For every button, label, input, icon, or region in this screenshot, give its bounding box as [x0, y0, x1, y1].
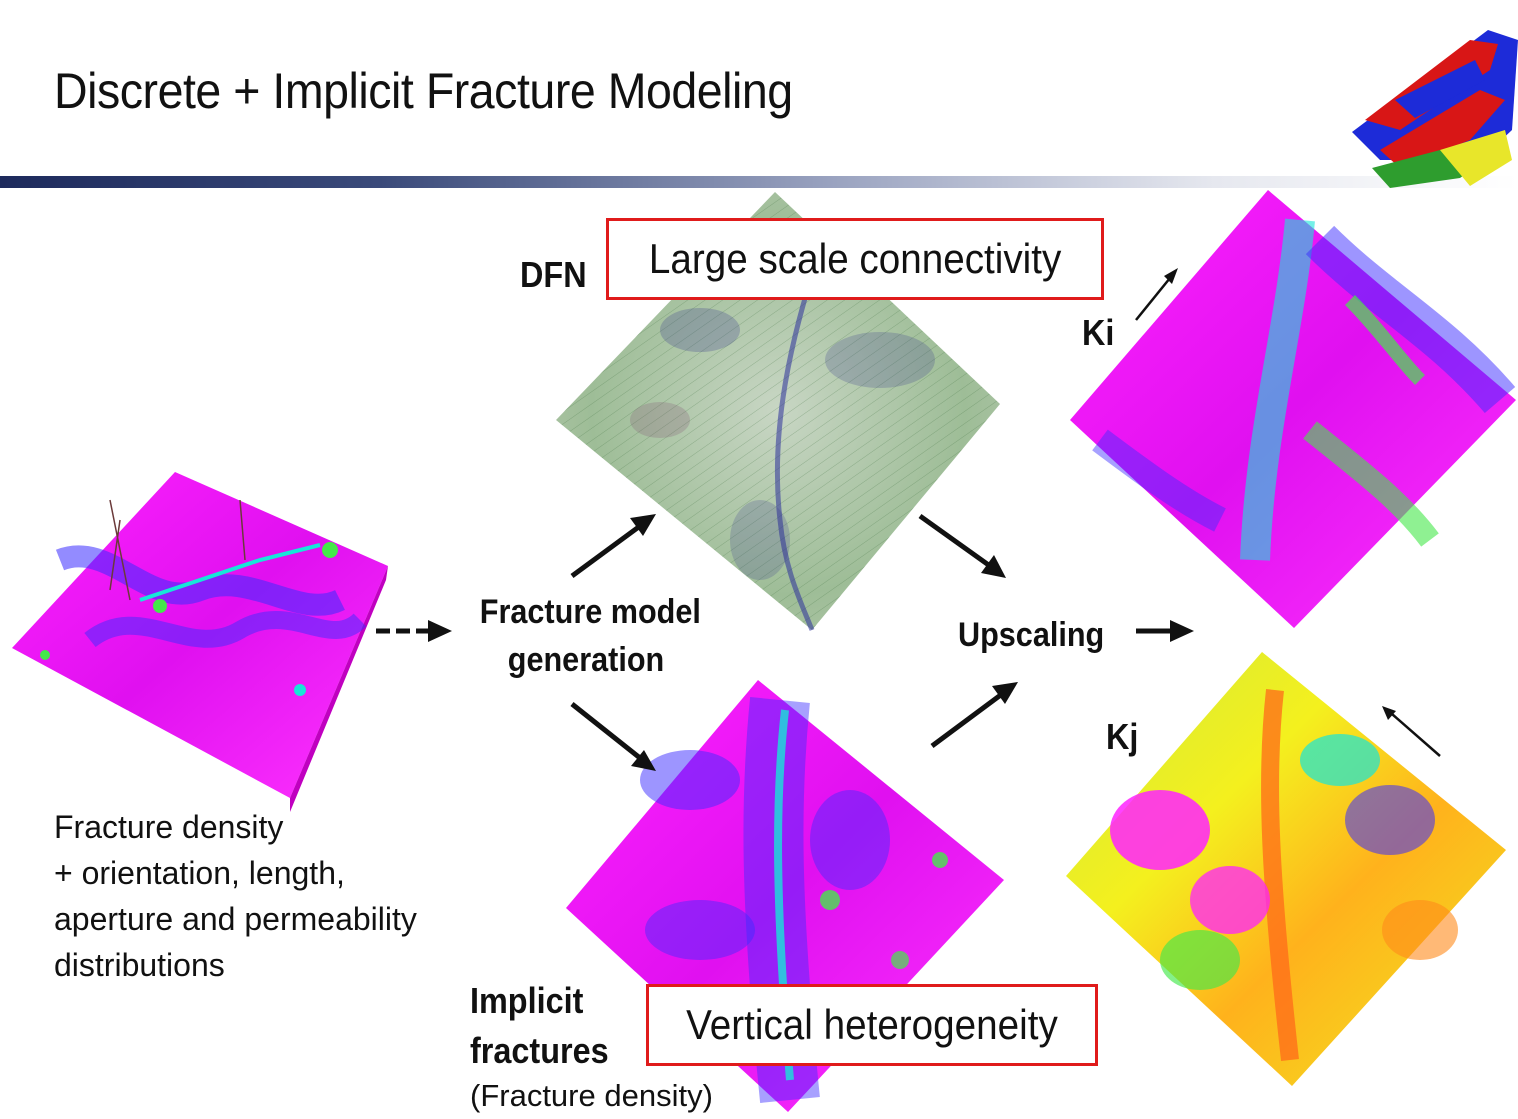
page-title: Discrete + Implicit Fracture Modeling — [54, 63, 793, 119]
kj-label: Kj — [1106, 716, 1139, 757]
arrow-kj-direction — [1382, 706, 1441, 757]
kj-permeability-image — [1066, 652, 1506, 1086]
input-line4: distributions — [54, 947, 225, 983]
arrow-upscaling-to-results — [1136, 620, 1194, 642]
fracture-model-generation-label: Fracture model generation — [468, 588, 704, 684]
input-line3: aperture and permeability — [54, 901, 417, 937]
large-scale-connectivity-text: Large scale connectivity — [648, 235, 1062, 282]
implicit-line1: Implicit — [470, 980, 584, 1021]
arrow-implicit-to-upscaling — [930, 682, 1018, 749]
implicit-line2: fractures — [470, 1030, 609, 1071]
upscaling-label: Upscaling — [958, 616, 1105, 654]
implicit-line3: (Fracture density) — [470, 1078, 713, 1113]
arrow-generation-to-dfn — [570, 514, 656, 579]
header-divider — [0, 176, 1518, 188]
vertical-heterogeneity-callout: Vertical heterogeneity — [646, 984, 1098, 1066]
arrow-generation-to-implicit — [570, 702, 656, 771]
input-line1: Fracture density — [54, 809, 284, 845]
arrow-ki-direction — [1135, 268, 1178, 321]
ki-label: Ki — [1082, 312, 1115, 353]
reservoir-model-logo — [1352, 30, 1518, 188]
fracture-model-line1: Fracture model — [479, 593, 701, 631]
vertical-heterogeneity-text: Vertical heterogeneity — [686, 1001, 1058, 1048]
fracture-model-line2: generation — [507, 641, 665, 679]
dfn-label: DFN — [520, 254, 587, 295]
large-scale-connectivity-callout: Large scale connectivity — [606, 218, 1104, 300]
input-description: Fracture density + orientation, length, … — [54, 804, 417, 988]
ki-permeability-image — [1070, 190, 1516, 628]
input-line2: + orientation, length, — [54, 855, 345, 891]
dfn-model-image — [556, 192, 1000, 631]
implicit-fractures-label: Implicit fractures (Fracture density) — [470, 976, 713, 1116]
arrow-input-to-generation — [376, 620, 452, 642]
arrow-dfn-to-upscaling — [918, 513, 1006, 578]
fracture-density-model — [12, 472, 388, 812]
